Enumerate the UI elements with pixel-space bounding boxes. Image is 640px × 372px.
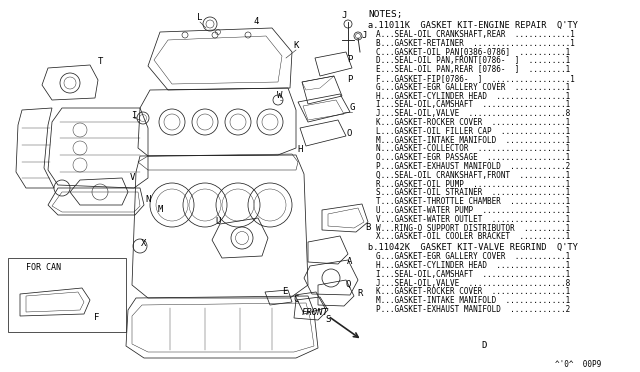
Text: T...GASKET-THROTTLE CHAMBER  ............1: T...GASKET-THROTTLE CHAMBER ............…	[376, 197, 570, 206]
Text: B: B	[365, 224, 371, 232]
Text: M: M	[157, 205, 163, 215]
Text: U...GASKET-WATER PUMP  ..................1: U...GASKET-WATER PUMP ..................…	[376, 206, 570, 215]
Text: J...SEAL-OIL,VALVE  .....................8: J...SEAL-OIL,VALVE .....................…	[376, 109, 570, 118]
Text: B...GASKET-RETAINER  .....................1: B...GASKET-RETAINER ....................…	[376, 39, 575, 48]
Text: G: G	[349, 103, 355, 112]
Text: T: T	[97, 58, 102, 67]
Text: F: F	[94, 314, 100, 323]
Text: M...GASKET-INTAKE MANIFOLD  .............1: M...GASKET-INTAKE MANIFOLD .............…	[376, 136, 570, 145]
Text: V: V	[129, 173, 134, 183]
Text: W...RING-O SUPPORT DISTRIBUTOR  .........1: W...RING-O SUPPORT DISTRIBUTOR .........…	[376, 224, 570, 232]
Text: C: C	[293, 295, 299, 305]
Text: a.11011K  GASKET KIT-ENGINE REPAIR  Q'TY: a.11011K GASKET KIT-ENGINE REPAIR Q'TY	[368, 21, 578, 30]
Text: H...GASKET-CYLINDER HEAD  ...............1: H...GASKET-CYLINDER HEAD ...............…	[376, 261, 570, 270]
Text: F...GASKET-FIP[0786-  ]  .................1: F...GASKET-FIP[0786- ] .................…	[376, 74, 575, 83]
Text: N...GASKET-COLLECTOR  ...................1: N...GASKET-COLLECTOR ...................…	[376, 144, 570, 153]
Text: Q: Q	[346, 279, 351, 289]
Text: P...GASKET-EXHAUST MANIFOLD  ............2: P...GASKET-EXHAUST MANIFOLD ............…	[376, 162, 570, 171]
Text: W: W	[277, 92, 283, 100]
Text: R...GASKET-OIL PUMP  ....................1: R...GASKET-OIL PUMP ....................…	[376, 180, 570, 189]
Text: I...SEAL-OIL,CAMSHAFT  ..................1: I...SEAL-OIL,CAMSHAFT ..................…	[376, 270, 570, 279]
Text: P...GASKET-EXHAUST MANIFOLD  ............2: P...GASKET-EXHAUST MANIFOLD ............…	[376, 305, 570, 314]
Text: J: J	[341, 12, 347, 20]
Text: C...GASKET-OIL PAN[0386-0786]  ..........1: C...GASKET-OIL PAN[0386-0786] ..........…	[376, 48, 570, 57]
Text: X...GASKET-OIL COOLER BRACKET  ..........1: X...GASKET-OIL COOLER BRACKET ..........…	[376, 232, 570, 241]
Text: X: X	[141, 238, 147, 247]
Text: D: D	[481, 340, 486, 350]
Text: K: K	[293, 42, 299, 51]
Text: G...GASKET-EGR GALLERY COVER  ...........1: G...GASKET-EGR GALLERY COVER ...........…	[376, 252, 570, 261]
Text: G...GASKET-EGR GALLERY COVER  ...........1: G...GASKET-EGR GALLERY COVER ...........…	[376, 83, 570, 92]
Text: A: A	[348, 257, 353, 266]
Text: U: U	[215, 218, 221, 227]
Text: FRONT: FRONT	[302, 308, 329, 317]
Text: K...GASKET-ROCKER COVER  ................1: K...GASKET-ROCKER COVER ................…	[376, 118, 570, 127]
Text: Q...SEAL-OIL CRANKSHAFT,FRONT  ..........1: Q...SEAL-OIL CRANKSHAFT,FRONT ..........…	[376, 171, 570, 180]
Text: J...SEAL-OIL,VALVE  .....................8: J...SEAL-OIL,VALVE .....................…	[376, 279, 570, 288]
Text: I: I	[131, 110, 137, 119]
Text: M...GASKET-INTAKE MANIFOLD  .............1: M...GASKET-INTAKE MANIFOLD .............…	[376, 296, 570, 305]
Text: A...SEAL-OIL CRANKSHAFT,REAR  ............1: A...SEAL-OIL CRANKSHAFT,REAR ...........…	[376, 30, 575, 39]
Text: D...SEAL-OIL PAN,FRONT[0786-  ]  ........1: D...SEAL-OIL PAN,FRONT[0786- ] ........1	[376, 57, 570, 65]
Text: H: H	[298, 145, 303, 154]
Text: O...GASKET-EGR PASSAGE  .................1: O...GASKET-EGR PASSAGE .................…	[376, 153, 570, 162]
Text: L: L	[197, 13, 203, 22]
Text: E: E	[282, 288, 288, 296]
Text: ^'0^  00P9: ^'0^ 00P9	[555, 360, 601, 369]
Text: S...GASKET-OIL STRAINER  ................1: S...GASKET-OIL STRAINER ................…	[376, 188, 570, 198]
Text: O: O	[346, 128, 352, 138]
Text: b.11042K  GASKET KIT-VALVE REGRIND  Q'TY: b.11042K GASKET KIT-VALVE REGRIND Q'TY	[368, 243, 578, 252]
Text: P: P	[348, 76, 353, 84]
Text: H...GASKET-CYLINDER HEAD  ...............1: H...GASKET-CYLINDER HEAD ...............…	[376, 92, 570, 100]
Text: S: S	[325, 315, 331, 324]
Text: V...GASKET-WATER OUTLET  ................1: V...GASKET-WATER OUTLET ................…	[376, 215, 570, 224]
Text: K...GASKET-ROCKER COVER  ................1: K...GASKET-ROCKER COVER ................…	[376, 288, 570, 296]
Text: FOR CAN: FOR CAN	[26, 263, 61, 272]
Text: 4: 4	[253, 17, 259, 26]
Text: L...GASKET-OIL FILLER CAP  ..............1: L...GASKET-OIL FILLER CAP ..............…	[376, 127, 570, 136]
Text: P: P	[348, 55, 353, 64]
Text: E...SEAL-OIL PAN,REAR [0786-  ]  ........1: E...SEAL-OIL PAN,REAR [0786- ] ........1	[376, 65, 570, 74]
Bar	[8, 258, 126, 332]
Text: J: J	[362, 32, 367, 41]
Text: I...SEAL-OIL,CAMSHAFT  ..................1: I...SEAL-OIL,CAMSHAFT ..................…	[376, 100, 570, 109]
Text: R: R	[357, 289, 363, 298]
Text: N: N	[145, 196, 150, 205]
Text: NOTES;: NOTES;	[368, 10, 403, 19]
